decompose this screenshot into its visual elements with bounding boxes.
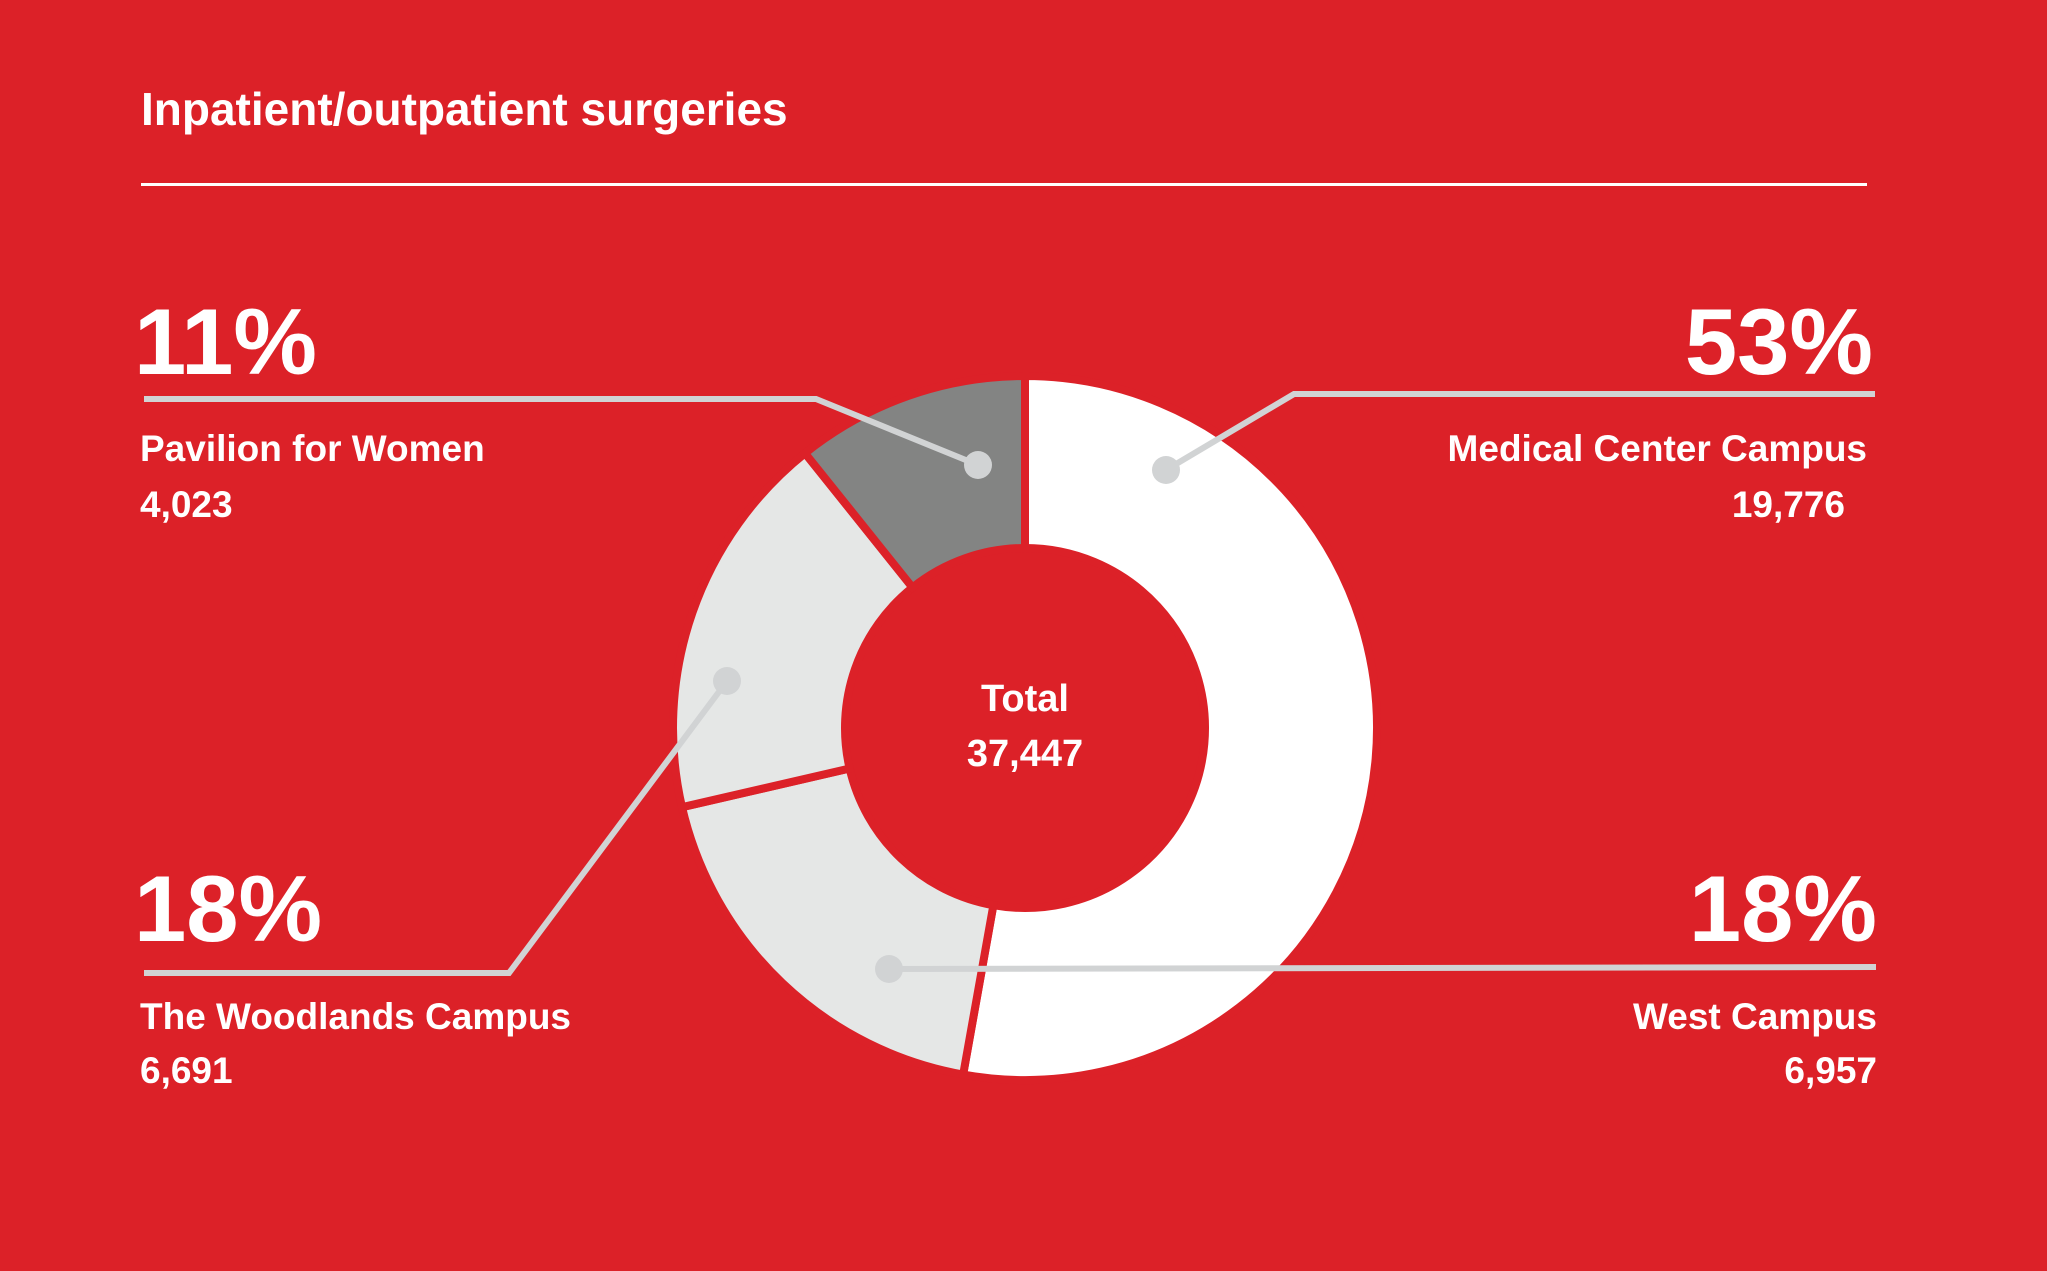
donut-slice-medical-center [958, 371, 1381, 1084]
percent-label-pavilion: 11% [134, 289, 317, 394]
value-label-pavilion: 4,023 [140, 484, 233, 525]
percent-label-woodlands: 18% [134, 856, 323, 961]
value-label-medical-center: 19,776 [1731, 484, 1845, 525]
center-value: 37,447 [966, 733, 1084, 775]
leader-dot-medical-center [1152, 456, 1180, 484]
value-label-west: 6,957 [1784, 1050, 1877, 1091]
leader-line-pavilion [144, 396, 980, 468]
percent-label-west: 18% [1688, 856, 1877, 961]
leader-line-woodlands [144, 679, 730, 976]
leader-dot-pavilion [964, 451, 992, 479]
leader-dot-west [875, 955, 903, 983]
name-label-west: West Campus [1633, 996, 1877, 1037]
leader-dot-woodlands [713, 667, 741, 695]
name-label-pavilion: Pavilion for Women [140, 428, 485, 469]
leader-line-medical-center [1164, 391, 1875, 473]
donut-slice-west [677, 763, 999, 1080]
name-label-woodlands: The Woodlands Campus [140, 996, 572, 1037]
percent-label-medical-center: 53% [1684, 289, 1873, 394]
value-label-woodlands: 6,691 [140, 1050, 233, 1091]
title-divider [141, 183, 1867, 186]
chart-title: Inpatient/outpatient surgeries [141, 83, 788, 135]
name-label-medical-center: Medical Center Campus [1447, 428, 1867, 469]
center-label: Total [981, 678, 1069, 720]
leader-line-west [888, 964, 1877, 972]
donut-slice-woodlands [669, 447, 919, 812]
